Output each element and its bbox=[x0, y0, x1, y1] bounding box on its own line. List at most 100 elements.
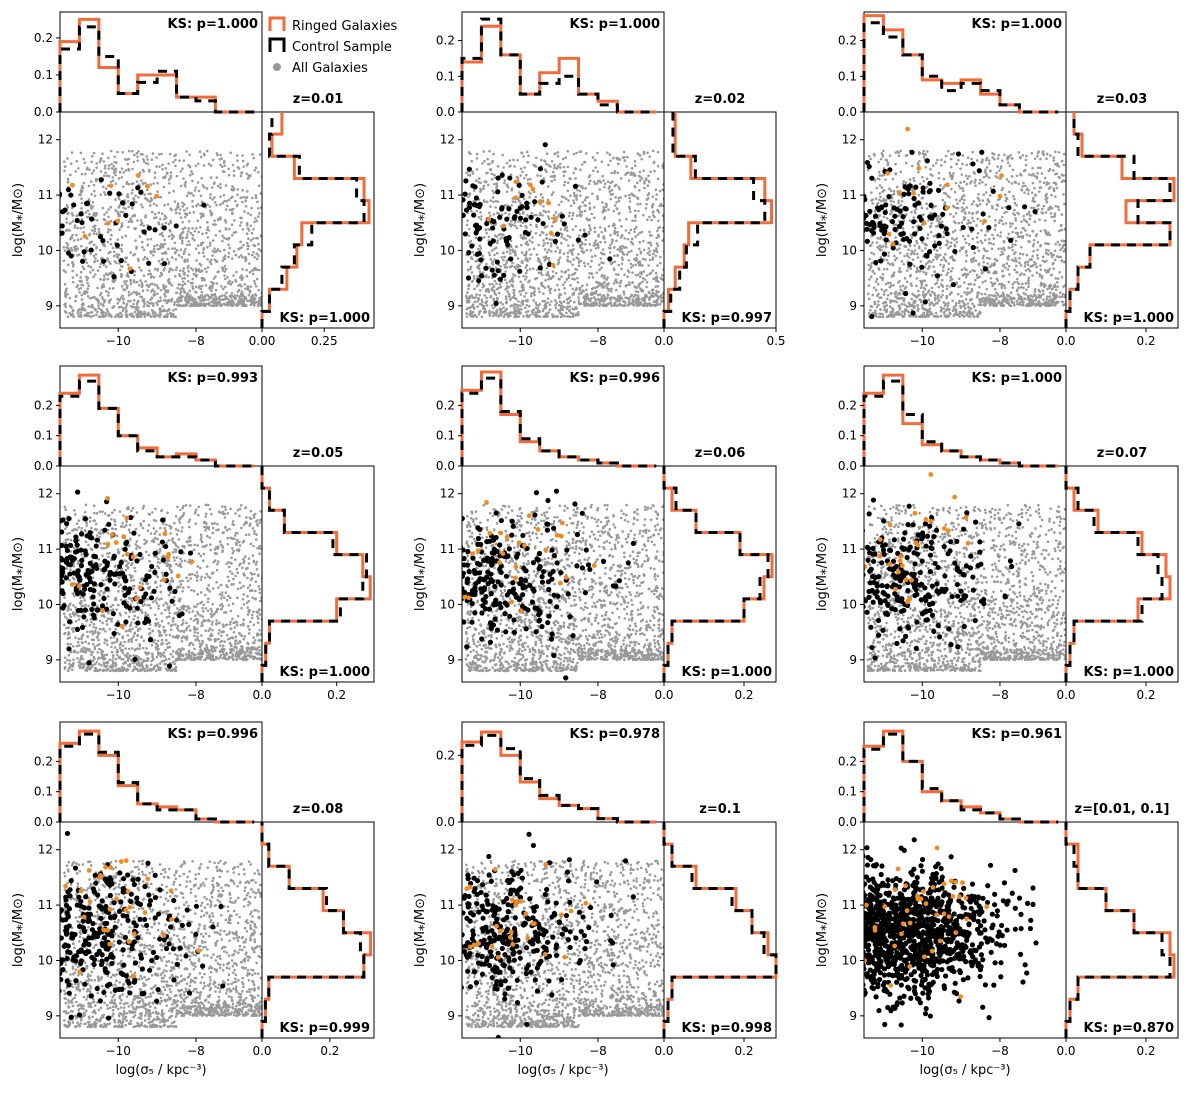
all-galaxy-point bbox=[631, 303, 635, 306]
all-galaxy-point bbox=[250, 253, 254, 257]
all-galaxy-point bbox=[180, 241, 184, 245]
all-galaxy-point bbox=[992, 153, 996, 156]
all-galaxy-point bbox=[616, 231, 620, 234]
all-galaxy-point bbox=[565, 226, 569, 229]
control-sample-point bbox=[445, 205, 450, 210]
all-galaxy-point bbox=[580, 240, 583, 244]
all-galaxy-point bbox=[915, 277, 919, 280]
all-galaxy-point bbox=[568, 249, 572, 252]
all-galaxy-point bbox=[951, 258, 955, 262]
all-galaxy-point bbox=[175, 174, 179, 178]
all-galaxy-point bbox=[969, 258, 973, 261]
all-galaxy-point bbox=[150, 282, 154, 285]
all-galaxy-point bbox=[188, 243, 191, 246]
all-galaxy-point bbox=[929, 230, 933, 234]
all-galaxy-point bbox=[597, 297, 600, 301]
all-galaxy-point bbox=[556, 315, 559, 318]
all-galaxy-point bbox=[575, 193, 579, 197]
all-galaxy-point bbox=[547, 256, 551, 260]
all-galaxy-point bbox=[80, 218, 84, 221]
all-galaxy-point bbox=[227, 173, 231, 177]
all-galaxy-point bbox=[253, 169, 257, 172]
all-galaxy-point bbox=[630, 249, 633, 253]
all-galaxy-point bbox=[1052, 156, 1055, 159]
all-galaxy-point bbox=[491, 159, 494, 163]
control-sample-point bbox=[473, 195, 480, 201]
all-galaxy-point bbox=[585, 248, 589, 252]
all-galaxy-point bbox=[183, 260, 187, 264]
all-galaxy-point bbox=[93, 194, 97, 198]
all-galaxy-point bbox=[247, 174, 251, 177]
all-galaxy-point bbox=[475, 315, 478, 318]
scatter-points bbox=[864, 126, 1066, 320]
all-galaxy-point bbox=[494, 206, 497, 209]
all-galaxy-point bbox=[174, 268, 178, 272]
all-galaxy-point bbox=[517, 275, 521, 279]
all-galaxy-point bbox=[882, 293, 886, 296]
all-galaxy-point bbox=[938, 217, 942, 221]
all-galaxy-point bbox=[93, 273, 97, 276]
all-galaxy-point bbox=[544, 168, 547, 172]
all-galaxy-point bbox=[167, 308, 171, 311]
all-galaxy-point bbox=[238, 224, 242, 227]
all-galaxy-point bbox=[984, 183, 988, 186]
all-galaxy-point bbox=[133, 153, 136, 157]
all-galaxy-point bbox=[595, 182, 599, 185]
all-galaxy-point bbox=[562, 305, 566, 309]
all-galaxy-point bbox=[565, 238, 568, 242]
all-galaxy-point bbox=[517, 300, 520, 303]
all-galaxy-point bbox=[649, 304, 653, 307]
all-galaxy-point bbox=[159, 296, 162, 299]
all-galaxy-point bbox=[467, 287, 470, 291]
all-galaxy-point bbox=[257, 206, 260, 210]
all-galaxy-point bbox=[587, 175, 591, 179]
all-galaxy-point bbox=[214, 288, 218, 292]
all-galaxy-point bbox=[627, 299, 631, 302]
all-galaxy-point bbox=[479, 289, 482, 292]
all-galaxy-point bbox=[524, 278, 527, 281]
all-galaxy-point bbox=[881, 272, 885, 276]
all-galaxy-point bbox=[86, 281, 89, 285]
all-galaxy-point bbox=[179, 170, 183, 173]
all-galaxy-point bbox=[632, 300, 635, 304]
all-galaxy-point bbox=[634, 215, 637, 219]
all-galaxy-point bbox=[912, 179, 916, 183]
all-galaxy-point bbox=[236, 159, 239, 162]
control-sample-point bbox=[473, 222, 480, 228]
control-sample-point bbox=[552, 238, 559, 245]
all-galaxy-point bbox=[189, 281, 193, 285]
all-galaxy-point bbox=[541, 214, 544, 217]
all-galaxy-point bbox=[193, 189, 197, 192]
all-galaxy-point bbox=[1059, 248, 1062, 252]
all-galaxy-point bbox=[231, 207, 235, 211]
all-galaxy-point bbox=[247, 293, 251, 297]
all-galaxy-point bbox=[155, 243, 159, 247]
ringed-galaxy-point bbox=[486, 217, 492, 222]
all-galaxy-point bbox=[558, 292, 562, 296]
all-galaxy-point bbox=[233, 294, 237, 297]
all-galaxy-point bbox=[66, 177, 70, 181]
all-galaxy-point bbox=[124, 169, 128, 172]
all-galaxy-point bbox=[167, 162, 170, 166]
all-galaxy-point bbox=[497, 233, 501, 237]
all-galaxy-point bbox=[137, 299, 140, 303]
all-galaxy-point bbox=[482, 284, 486, 288]
all-galaxy-point bbox=[245, 268, 248, 272]
all-galaxy-point bbox=[902, 180, 905, 183]
all-galaxy-point bbox=[1037, 203, 1040, 207]
all-galaxy-point bbox=[197, 268, 201, 271]
all-galaxy-point bbox=[170, 299, 173, 303]
all-galaxy-point bbox=[954, 301, 958, 305]
all-galaxy-point bbox=[548, 291, 552, 295]
all-galaxy-point bbox=[1052, 169, 1055, 172]
all-galaxy-point bbox=[913, 209, 917, 213]
all-galaxy-point bbox=[615, 200, 618, 204]
all-galaxy-point bbox=[638, 260, 642, 264]
all-galaxy-point bbox=[627, 302, 631, 306]
all-galaxy-point bbox=[569, 260, 572, 264]
all-galaxy-point bbox=[215, 203, 218, 207]
all-galaxy-point bbox=[634, 286, 638, 289]
all-galaxy-point bbox=[168, 228, 172, 232]
all-galaxy-point bbox=[120, 250, 124, 253]
all-galaxy-point bbox=[144, 214, 148, 217]
